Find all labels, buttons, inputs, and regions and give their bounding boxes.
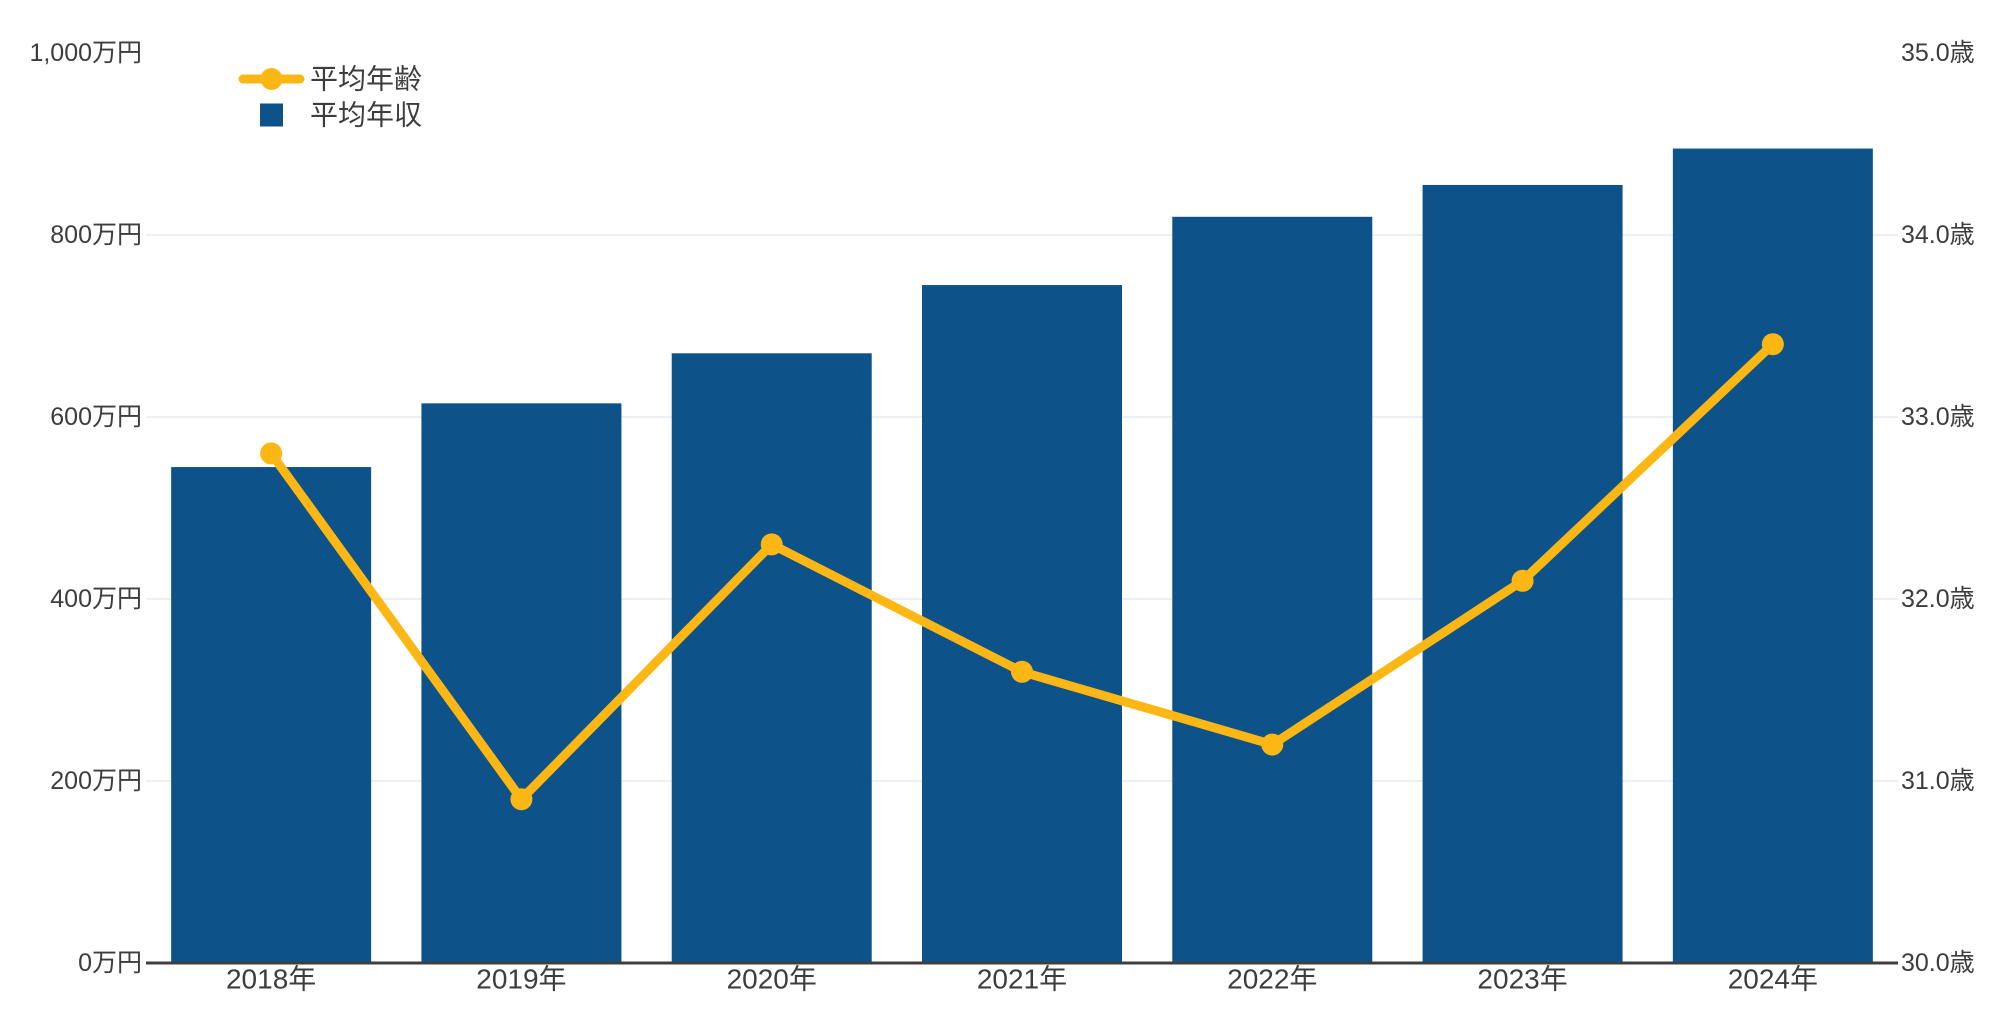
line-point-2024年[interactable] <box>1761 333 1784 356</box>
left-axis-label: 0万円 <box>78 949 142 977</box>
legend-square-icon[interactable] <box>260 103 283 127</box>
left-axis-label: 400万円 <box>50 585 142 613</box>
bar-2020年[interactable] <box>671 353 872 963</box>
right-axis-label: 31.0歳 <box>1901 767 1975 795</box>
line-point-2022年[interactable] <box>1261 733 1284 756</box>
bar-2022年[interactable] <box>1172 216 1373 964</box>
x-axis-label-2019年: 2019年 <box>476 964 566 995</box>
x-axis-label-2022年: 2022年 <box>1227 964 1317 995</box>
bar-2019年[interactable] <box>421 403 622 964</box>
right-axis-label: 32.0歳 <box>1901 585 1975 613</box>
x-axis-label-2024年: 2024年 <box>1728 964 1818 995</box>
left-axis-label: 200万円 <box>50 767 142 795</box>
legend-label-salary[interactable]: 平均年収 <box>310 100 422 131</box>
right-axis-label: 35.0歳 <box>1901 39 1975 67</box>
right-axis-label: 30.0歳 <box>1901 949 1975 977</box>
x-axis-label-2020年: 2020年 <box>727 964 817 995</box>
left-axis-label: 800万円 <box>50 221 142 249</box>
right-axis-label: 33.0歳 <box>1901 403 1975 431</box>
legend-line-dot-icon[interactable] <box>260 68 283 90</box>
x-axis-label-2023年: 2023年 <box>1477 964 1567 995</box>
bar-2021年[interactable] <box>922 285 1122 963</box>
line-point-2018年[interactable] <box>260 442 283 465</box>
right-axis-label: 34.0歳 <box>1901 221 1975 249</box>
line-point-2021年[interactable] <box>1011 660 1033 683</box>
x-axis-label-2018年: 2018年 <box>226 964 316 995</box>
line-point-2023年[interactable] <box>1511 569 1534 592</box>
legend-label-age[interactable]: 平均年齢 <box>310 64 422 95</box>
bar-2024年[interactable] <box>1672 148 1873 964</box>
x-axis-label-2021年: 2021年 <box>977 964 1067 995</box>
bar-2018年[interactable] <box>171 467 372 963</box>
left-axis-label: 600万円 <box>50 403 142 431</box>
line-point-2019年[interactable] <box>510 788 533 811</box>
left-axis-label: 1,000万円 <box>29 39 142 67</box>
line-point-2020年[interactable] <box>760 533 783 556</box>
